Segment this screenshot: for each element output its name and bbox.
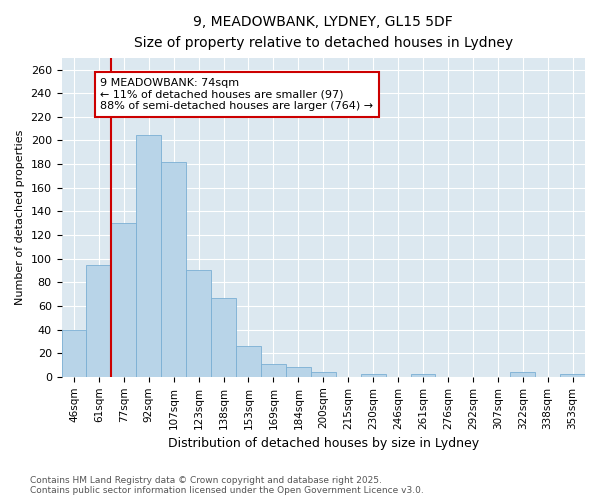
X-axis label: Distribution of detached houses by size in Lydney: Distribution of detached houses by size … [168, 437, 479, 450]
Bar [510, 372, 535, 377]
Title: 9, MEADOWBANK, LYDNEY, GL15 5DF
Size of property relative to detached houses in : 9, MEADOWBANK, LYDNEY, GL15 5DF Size of … [134, 15, 513, 50]
Text: Contains HM Land Registry data © Crown copyright and database right 2025.
Contai: Contains HM Land Registry data © Crown c… [30, 476, 424, 495]
Bar [62, 330, 86, 377]
Bar [410, 374, 436, 377]
Bar [161, 162, 186, 377]
Bar [186, 270, 211, 377]
Bar [261, 364, 286, 377]
Text: 9 MEADOWBANK: 74sqm
← 11% of detached houses are smaller (97)
88% of semi-detach: 9 MEADOWBANK: 74sqm ← 11% of detached ho… [100, 78, 373, 111]
Bar [86, 264, 112, 377]
Bar [560, 374, 585, 377]
Bar [361, 374, 386, 377]
Bar [211, 298, 236, 377]
Bar [112, 223, 136, 377]
Bar [236, 346, 261, 377]
Bar [311, 372, 336, 377]
Y-axis label: Number of detached properties: Number of detached properties [15, 130, 25, 305]
Bar [136, 134, 161, 377]
Bar [286, 368, 311, 377]
